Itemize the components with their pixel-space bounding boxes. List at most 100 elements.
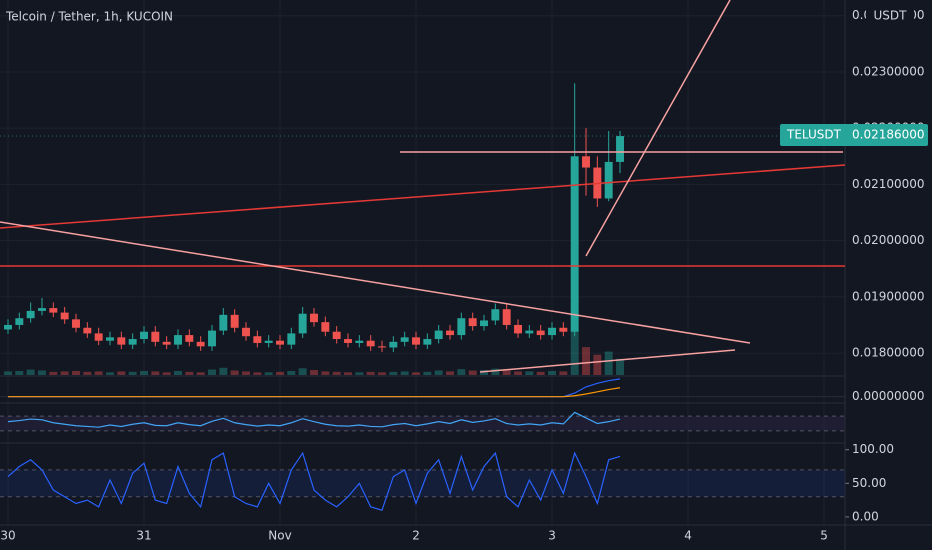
volume-bar <box>94 371 103 375</box>
candle-body <box>162 341 171 345</box>
volume-bar <box>230 370 239 375</box>
volume-bar <box>83 371 92 375</box>
volume-bar <box>140 370 148 375</box>
volume-bar <box>525 371 534 375</box>
symbol-label: TELUSDT <box>786 128 842 142</box>
candle-body <box>321 322 330 332</box>
candle-body <box>60 312 69 320</box>
x-tick-label: 30 <box>0 529 15 543</box>
volume-bar <box>219 367 228 375</box>
candle-body <box>26 310 35 319</box>
candle-body <box>38 308 46 311</box>
candle-body <box>310 313 318 323</box>
currency-badge[interactable] <box>866 6 914 26</box>
candle-body <box>457 318 466 336</box>
candle-body <box>446 330 454 336</box>
volume-bar <box>616 358 624 375</box>
candle-body <box>4 324 12 330</box>
volume-bar <box>185 371 194 375</box>
candle-body <box>196 341 205 347</box>
candle-body <box>582 156 590 168</box>
x-tick-label: Nov <box>268 529 291 543</box>
y-tick-label: 0.00000000 <box>852 389 925 403</box>
candle-body <box>83 327 92 334</box>
volume-bar <box>593 354 602 375</box>
candle-body <box>548 327 556 336</box>
candle-body <box>491 309 500 321</box>
trend-line <box>0 164 846 229</box>
y-tick-label: 0.02300000 <box>852 64 925 78</box>
marks <box>0 83 845 511</box>
trend-line <box>585 0 731 257</box>
volume-bar <box>196 372 205 375</box>
x-tick-label: 3 <box>548 529 556 543</box>
currency[interactable]: USDT <box>874 9 908 23</box>
candle-body <box>287 333 296 345</box>
candle-body <box>559 327 568 332</box>
candle-body <box>525 330 534 334</box>
candle-body <box>15 318 24 325</box>
x-tick-label: 5 <box>820 529 828 543</box>
candle-body <box>219 314 228 331</box>
candle-body <box>423 339 432 345</box>
stoch-line <box>7 451 621 511</box>
candle-body <box>49 308 58 313</box>
y-tick-label: 0.02000000 <box>852 233 925 247</box>
candle-body <box>185 335 194 342</box>
volume-bar <box>253 372 262 375</box>
volume-bar <box>276 371 284 375</box>
volume-bar <box>604 351 613 375</box>
candle-body <box>400 337 409 342</box>
trend-line <box>479 349 736 373</box>
x-tick-label: 4 <box>684 529 692 543</box>
volume-bar <box>151 371 160 375</box>
volume-bar <box>38 370 46 375</box>
volume-bar <box>434 370 443 375</box>
volume-bar <box>366 371 375 375</box>
rsi-line <box>7 411 621 428</box>
volume-bar <box>49 371 58 375</box>
candle-body <box>94 333 103 341</box>
volume-bar <box>60 371 69 375</box>
candle-body <box>253 336 262 343</box>
candle-body <box>128 339 137 345</box>
candle-body <box>298 313 307 334</box>
volume-bar <box>298 368 307 375</box>
y-tick-label: 50.00 <box>852 476 886 490</box>
candle-body <box>106 337 114 341</box>
volume-bar <box>412 372 420 375</box>
y-tick-label: 100.00 <box>852 442 894 456</box>
volume-bar <box>559 371 568 375</box>
y-tick-label: 0.01900000 <box>852 289 925 303</box>
volume-bar <box>128 371 137 375</box>
volume-bar <box>117 371 126 375</box>
candle-body <box>502 309 511 325</box>
volume-bar <box>15 370 24 375</box>
candle-body <box>276 340 284 345</box>
x-tick-label: 2 <box>412 529 420 543</box>
volume-bar <box>548 370 556 375</box>
candle-body <box>117 337 126 345</box>
volume-bar <box>400 371 409 375</box>
chart-title: Telcoin / Tether, 1h, KUCOIN <box>5 10 173 24</box>
candle-body <box>616 136 624 162</box>
grid <box>0 0 849 525</box>
volume-bar <box>264 372 273 375</box>
volume-bar <box>480 370 488 375</box>
x-tick-label: 31 <box>136 529 151 543</box>
volume-bar <box>4 371 12 375</box>
volume-bar <box>287 370 296 375</box>
y-tick-label: 0.00 <box>852 509 879 523</box>
volume-bar <box>242 371 250 375</box>
volume-bar <box>344 372 352 375</box>
candle-body <box>344 339 352 343</box>
trend-line <box>0 221 751 344</box>
last-price-badge <box>780 124 928 146</box>
candle-body <box>468 318 477 327</box>
candle-body <box>242 327 250 337</box>
volume-bar <box>72 370 80 375</box>
volume-bar <box>106 372 114 375</box>
volume-bar <box>491 368 500 375</box>
